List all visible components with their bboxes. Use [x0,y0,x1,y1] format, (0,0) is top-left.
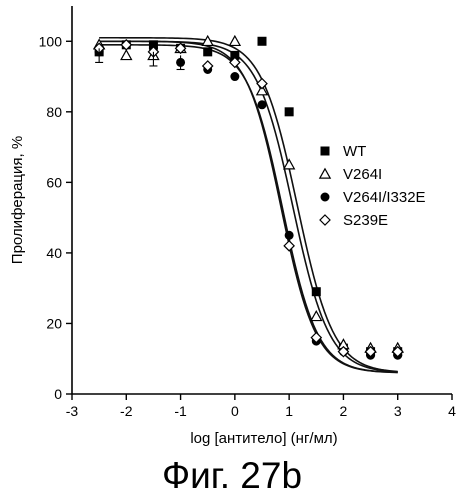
y-tick-label: 0 [54,386,62,402]
x-tick-label: -3 [66,403,79,419]
data-points [92,34,404,360]
y-tick-label: 60 [46,174,62,190]
y-tick-label: 80 [46,104,62,120]
data-point [282,158,296,170]
figure-caption: Фиг. 27b [162,455,302,496]
data-point [284,107,294,117]
data-point [310,331,323,344]
data-point [337,345,350,358]
data-point [230,72,240,82]
data-point [257,100,267,110]
legend-marker [319,214,331,226]
data-point [310,309,323,322]
data-point [203,47,213,57]
x-tick-label: 0 [231,403,239,419]
data-point [284,230,294,240]
data-point [256,77,268,90]
x-tick-label: 2 [340,403,348,419]
fit-curve [99,40,398,374]
y-tick-label: 100 [39,33,63,49]
data-point [257,36,267,46]
legend: WT V264I V264I/I332E S239E [318,143,426,229]
data-point [311,287,321,297]
fit-curve [99,40,398,373]
x-tick-label: 1 [285,403,293,419]
legend-marker [320,146,330,156]
y-tick-label: 20 [46,315,62,331]
legend-label: WT [343,143,366,160]
data-point [228,34,242,47]
data-point [174,42,187,55]
data-point [120,38,133,51]
legend-label: V264I [343,166,382,183]
legend-label: S239E [343,212,388,229]
legend-marker [318,167,332,179]
data-point [120,48,133,61]
data-point [255,84,269,96]
y-axis-title: Пролиферация, % [9,136,26,264]
data-point [391,345,404,358]
fit-curve [99,44,398,374]
data-point [364,345,377,358]
legend-marker [320,192,330,202]
x-axis-title: log [антитело] (нг/мл) [190,430,337,447]
fit-curve [99,36,398,373]
fit-curves [99,36,398,374]
y-axis-ticks: 0 20 40 60 80 100 [39,33,72,402]
x-tick-label: 3 [394,403,402,419]
data-point [283,240,295,252]
data-point [201,34,214,47]
x-axis-ticks: -3 -2 -1 0 1 2 3 4 [66,394,456,419]
data-point [229,56,241,69]
data-point [201,60,214,72]
legend-label: V264I/I332E [343,189,426,206]
y-tick-label: 40 [46,245,62,261]
x-tick-label: -2 [120,403,133,419]
x-tick-label: -1 [174,403,187,419]
x-tick-label: 4 [448,403,456,419]
